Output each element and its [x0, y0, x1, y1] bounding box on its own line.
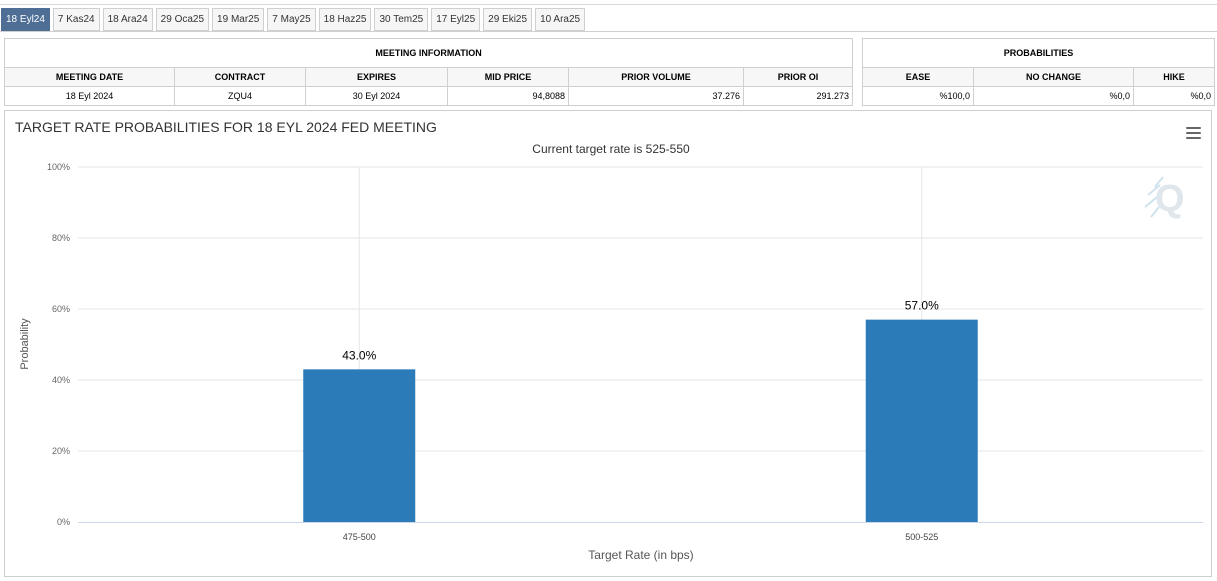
tab-2[interactable]: 18 Ara24: [102, 8, 153, 31]
data-label: 43.0%: [342, 348, 376, 362]
cell-expires: 30 Eyl 2024: [305, 86, 448, 106]
y-tick-label: 100%: [47, 162, 70, 172]
chart-container: TARGET RATE PROBABILITIES FOR 18 EYL 202…: [4, 110, 1212, 577]
tab-7[interactable]: 30 Tem25: [374, 8, 429, 31]
tab-9[interactable]: 29 Eki25: [483, 8, 533, 31]
tab-1[interactable]: 7 Kas24: [52, 8, 100, 31]
hamburger-menu-icon[interactable]: [1186, 127, 1201, 139]
bars: 43.0% 57.0%: [303, 299, 978, 522]
meeting-info-title: MEETING INFORMATION: [3, 38, 854, 68]
x-axis-ticks: 475-500 500-525: [343, 532, 939, 542]
y-axis-ticks: 0% 20% 40% 60% 80% 100%: [47, 162, 70, 527]
header-no-change: NO CHANGE: [973, 67, 1134, 87]
tab-8[interactable]: 17 Eyl25: [431, 8, 481, 31]
header-hike: HIKE: [1132, 67, 1216, 87]
cell-no-change: %0,0: [973, 86, 1134, 106]
x-axis-label: Target Rate (in bps): [588, 548, 693, 562]
chart-title: TARGET RATE PROBABILITIES FOR 18 EYL 202…: [15, 119, 437, 135]
header-prior-volume: PRIOR VOLUME: [568, 67, 744, 87]
y-axis-label: Probability: [19, 318, 31, 370]
cell-prior-volume: 37.276: [568, 86, 744, 106]
q-logo-icon: Q: [1144, 176, 1185, 220]
cell-ease: %100,0: [862, 86, 974, 106]
header-contract: CONTRACT: [174, 67, 306, 87]
cell-prior-oi: 291.273: [742, 86, 854, 106]
tab-4[interactable]: 19 Mar25: [212, 8, 265, 31]
grid-lines: [78, 166, 1203, 522]
header-expires: EXPIRES: [305, 67, 448, 87]
chart-subtitle: Current target rate is 525-550: [532, 142, 690, 156]
tab-6[interactable]: 18 Haz25: [318, 8, 372, 31]
tab-5[interactable]: 7 May25: [267, 8, 316, 31]
y-tick-label: 80%: [52, 233, 70, 243]
x-tick-label: 475-500: [343, 532, 376, 542]
data-label: 57.0%: [905, 299, 939, 313]
y-tick-label: 0%: [57, 517, 70, 527]
tab-10[interactable]: 10 Ara25: [535, 8, 586, 31]
tab-3[interactable]: 29 Oca25: [155, 8, 210, 31]
header-mid-price: MID PRICE: [447, 67, 569, 87]
cell-contract: ZQU4: [174, 86, 306, 106]
probabilities-title: PROBABILITIES: [861, 38, 1216, 68]
cell-hike: %0,0: [1132, 86, 1216, 106]
bar-500-525[interactable]: [865, 319, 978, 522]
y-tick-label: 20%: [52, 446, 70, 456]
y-tick-label: 60%: [52, 304, 70, 314]
header-meeting-date: MEETING DATE: [4, 67, 175, 87]
header-ease: EASE: [862, 67, 974, 87]
top-border: [0, 4, 1217, 5]
tabs-divider: [0, 31, 1217, 32]
header-prior-oi: PRIOR OI: [742, 67, 854, 87]
meeting-info-table: MEETING INFORMATION MEETING DATE CONTRAC…: [3, 38, 854, 106]
tab-0[interactable]: 18 Eyl24: [1, 8, 50, 31]
probability-chart: TARGET RATE PROBABILITIES FOR 18 EYL 202…: [15, 119, 1203, 562]
bar-475-500[interactable]: [303, 369, 416, 522]
cell-meeting-date: 18 Eyl 2024: [4, 86, 175, 106]
cell-mid-price: 94,8088: [447, 86, 569, 106]
probabilities-table: PROBABILITIES EASE NO CHANGE HIKE %100,0…: [861, 38, 1216, 106]
meeting-tabs: 18 Eyl24 7 Kas24 18 Ara24 29 Oca25 19 Mar25 7…: [1, 8, 588, 31]
y-tick-label: 40%: [52, 375, 70, 385]
x-tick-label: 500-525: [905, 532, 938, 542]
q-logo-text: Q: [1155, 178, 1185, 220]
